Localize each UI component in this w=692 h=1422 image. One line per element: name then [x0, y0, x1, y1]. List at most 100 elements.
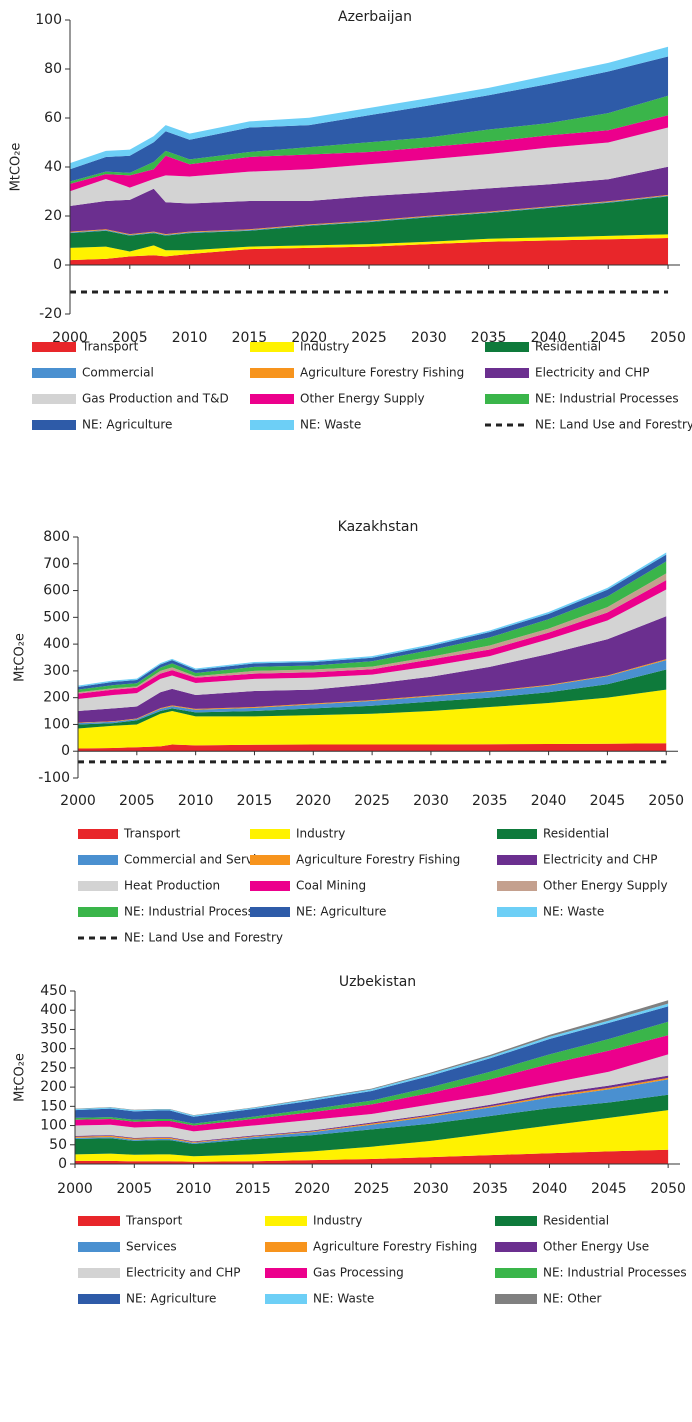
- x-tick-label: 2010: [176, 1181, 212, 1197]
- area: [75, 1149, 669, 1164]
- y-tick-label: 150: [40, 1098, 67, 1114]
- x-tick-label: 2025: [351, 330, 387, 346]
- legend-label: Other Energy Supply: [543, 879, 668, 893]
- legend-swatch: [78, 881, 118, 891]
- x-tick-label: 2020: [295, 793, 331, 809]
- x-tick-label: 2025: [354, 1181, 390, 1197]
- legend-swatch: [265, 1268, 307, 1278]
- y-tick-label: 0: [58, 1156, 67, 1172]
- x-tick-label: 2030: [411, 330, 447, 346]
- area: [78, 743, 667, 752]
- legend-swatch: [485, 368, 529, 378]
- x-tick-label: 2005: [119, 793, 155, 809]
- legend-swatch: [250, 855, 290, 865]
- y-tick-label: 100: [35, 12, 62, 28]
- legend-swatch: [78, 829, 118, 839]
- area: [70, 238, 669, 265]
- legend-label: NE: Agriculture: [126, 1292, 216, 1306]
- legend-label: Services: [126, 1240, 177, 1254]
- legend-swatch: [32, 420, 76, 430]
- legend-label: Commercial and Services: [124, 853, 277, 867]
- x-tick-label: 2025: [354, 793, 390, 809]
- legend-swatch: [497, 907, 537, 917]
- area: [75, 1094, 669, 1157]
- area: [75, 1054, 669, 1142]
- y-axis-label: MtCO₂e: [13, 633, 28, 682]
- legend-label: NE: Agriculture: [82, 418, 172, 432]
- legend-label: Industry: [300, 340, 349, 354]
- legend-swatch: [485, 342, 529, 352]
- chart-title: Azerbaijan: [338, 9, 412, 25]
- legend-swatch: [495, 1216, 537, 1226]
- x-tick-label: 2050: [650, 330, 686, 346]
- legend-label: NE: Land Use and Forestry: [124, 931, 283, 945]
- y-tick-label: 100: [43, 716, 70, 732]
- legend-swatch: [497, 855, 537, 865]
- x-tick-label: 2005: [116, 1181, 152, 1197]
- legend-label: Agriculture Forestry Fishing: [300, 366, 464, 380]
- y-tick-label: 500: [43, 609, 70, 625]
- x-tick-label: 2020: [291, 330, 327, 346]
- y-tick-label: 200: [43, 690, 70, 706]
- y-tick-label: 20: [44, 208, 62, 224]
- legend-label: Industry: [313, 1214, 362, 1228]
- legend-label: Electricity and CHP: [126, 1266, 240, 1280]
- x-tick-label: 2000: [57, 1181, 93, 1197]
- legend-label: Heat Production: [124, 879, 220, 893]
- x-tick-label: 2005: [112, 330, 148, 346]
- legend-swatch: [250, 881, 290, 891]
- x-tick-label: 2040: [531, 330, 567, 346]
- legend-swatch: [32, 342, 76, 352]
- legend-label: Other Energy Supply: [300, 392, 425, 406]
- x-tick-label: 2020: [294, 1181, 330, 1197]
- y-tick-label: 600: [43, 583, 70, 599]
- area: [75, 1035, 669, 1132]
- legend-swatch: [265, 1242, 307, 1252]
- legend-swatch: [497, 829, 537, 839]
- legend-label: Transport: [81, 340, 139, 354]
- y-tick-label: 300: [43, 663, 70, 679]
- legend-swatch: [495, 1242, 537, 1252]
- legend-swatch: [265, 1216, 307, 1226]
- legend-label: NE: Waste: [543, 905, 604, 919]
- y-tick-label: 300: [40, 1041, 67, 1057]
- area: [70, 56, 669, 182]
- legend-swatch: [78, 1268, 120, 1278]
- x-tick-label: 2045: [591, 1181, 627, 1197]
- area: [78, 669, 667, 729]
- x-tick-label: 2030: [413, 1181, 449, 1197]
- y-tick-label: 0: [53, 257, 62, 273]
- legend-label: Industry: [296, 827, 345, 841]
- legend-swatch: [32, 368, 76, 378]
- area: [70, 196, 669, 252]
- y-tick-label: -20: [39, 306, 62, 322]
- x-tick-label: 2010: [178, 793, 214, 809]
- legend-label: NE: Other: [543, 1292, 602, 1306]
- y-tick-label: 250: [40, 1060, 67, 1076]
- area: [75, 1006, 669, 1124]
- x-tick-label: 2045: [590, 330, 626, 346]
- area: [75, 1110, 669, 1162]
- y-tick-label: 400: [40, 1002, 67, 1018]
- legend-label: NE: Land Use and Forestry: [535, 418, 692, 432]
- legend-label: Residential: [543, 1214, 609, 1228]
- y-axis-label: MtCO₂e: [9, 143, 24, 192]
- x-tick-label: 2035: [472, 793, 508, 809]
- area: [70, 234, 669, 261]
- x-tick-label: 2015: [235, 1181, 271, 1197]
- legend-label: Electricity and CHP: [535, 366, 649, 380]
- legend-swatch: [485, 394, 529, 404]
- legend-label: NE: Industrial Processes: [535, 392, 679, 406]
- x-tick-label: 2030: [413, 793, 449, 809]
- area: [70, 95, 669, 184]
- y-tick-label: 50: [49, 1137, 67, 1153]
- x-tick-label: 2045: [590, 793, 626, 809]
- legend-swatch: [497, 881, 537, 891]
- legend-label: Gas Production and T&D: [82, 392, 229, 406]
- y-tick-label: 100: [40, 1118, 67, 1134]
- y-tick-label: 400: [43, 636, 70, 652]
- legend-label: Gas Processing: [313, 1266, 404, 1280]
- legend-swatch: [32, 394, 76, 404]
- legend-label: NE: Waste: [300, 418, 361, 432]
